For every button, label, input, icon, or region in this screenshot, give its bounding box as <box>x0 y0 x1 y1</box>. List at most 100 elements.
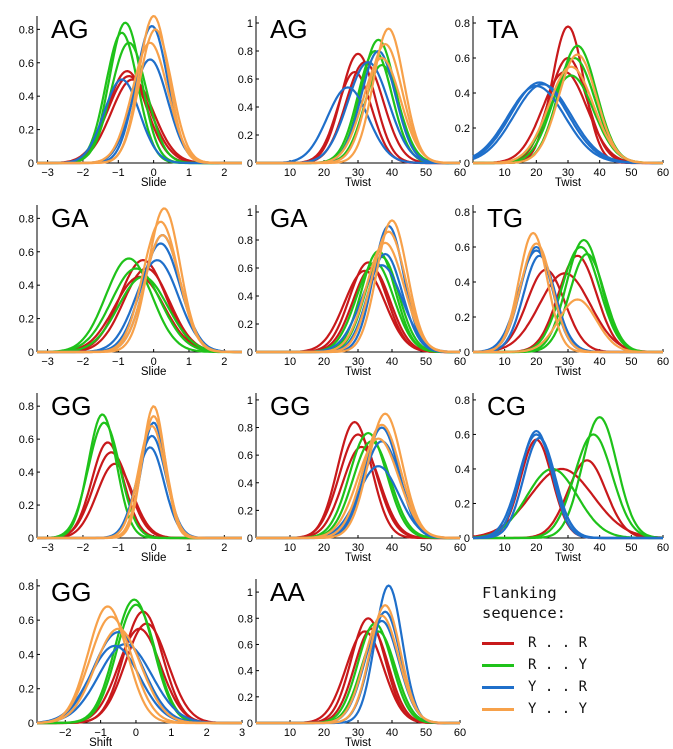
panel-label: AG <box>51 14 89 44</box>
x-tick-label: −2 <box>77 542 90 554</box>
x-axis-label: Slide <box>141 366 167 378</box>
x-tick-label: 40 <box>386 356 398 368</box>
y-tick-label: 0.4 <box>19 649 34 661</box>
density-curve-r-y <box>473 433 664 540</box>
y-tick-label: 0.4 <box>19 91 34 103</box>
legend-label-yy: Y . . Y <box>528 701 588 717</box>
x-tick-label: 30 <box>562 167 574 179</box>
y-tick-label: 0.6 <box>238 639 253 651</box>
y-tick-label: 0.8 <box>19 581 34 593</box>
x-tick-label: 30 <box>352 167 364 179</box>
legend-item-yy: Y . . Y <box>482 699 587 719</box>
y-tick-label: 0.4 <box>19 280 34 292</box>
x-axis-label: Slide <box>141 552 167 564</box>
y-tick-label: 0.8 <box>455 18 470 30</box>
y-tick-label: 0.2 <box>19 684 34 696</box>
density-curve-r-r <box>37 441 242 540</box>
x-tick-label: 1 <box>168 727 174 739</box>
x-tick-label: 40 <box>386 542 398 554</box>
legend: Flanking sequence: R . . R R . . Y Y . .… <box>482 583 662 723</box>
x-tick-label: 20 <box>318 167 330 179</box>
density-curve-y-r <box>256 610 460 725</box>
x-tick-label: 40 <box>386 727 398 739</box>
y-tick-label: 0.6 <box>19 58 34 70</box>
x-tick-label: 40 <box>594 542 606 554</box>
panel-label: GG <box>51 577 91 607</box>
x-axis-label: Twist <box>345 366 372 378</box>
x-tick-label: 60 <box>657 167 669 179</box>
density-curve-y-y <box>256 437 460 540</box>
x-tick-label: 50 <box>420 727 432 739</box>
density-curve-y-r <box>37 434 242 540</box>
density-curve-y-y <box>37 424 242 540</box>
density-curve-y-y <box>473 65 663 165</box>
panel-8: 10 20 30 40 50 60 0 0.2 0.4 0.6 0.8 1 GG Twist <box>238 391 466 564</box>
density-curve-r-y <box>256 630 460 725</box>
x-tick-label: 0 <box>151 356 157 368</box>
y-tick-label: 0.8 <box>19 213 34 225</box>
y-tick-label: 0.6 <box>238 263 253 275</box>
x-tick-label: 60 <box>454 727 466 739</box>
x-tick-label: −3 <box>41 542 54 554</box>
density-curve-y-y <box>37 41 242 165</box>
density-curve-r-r <box>473 25 663 165</box>
x-tick-label: 0 <box>151 167 157 179</box>
y-tick-label: 0.4 <box>238 102 253 114</box>
x-tick-label: 40 <box>594 167 606 179</box>
legend-swatch-ry <box>482 663 514 667</box>
x-tick-label: 50 <box>625 167 637 179</box>
density-curve-y-y <box>37 627 242 725</box>
y-tick-label: 0 <box>464 158 470 170</box>
density-curve-y-y <box>256 241 461 354</box>
x-tick-label: −1 <box>94 727 107 739</box>
y-tick-label: 0.4 <box>238 666 253 678</box>
x-tick-label: 40 <box>594 356 606 368</box>
density-curve-r-y <box>473 74 663 165</box>
y-tick-label: 0.6 <box>238 74 253 86</box>
y-tick-label: 0.2 <box>238 319 253 331</box>
y-tick-label: 0.8 <box>455 207 470 219</box>
y-tick-label: 0 <box>464 533 470 545</box>
x-tick-label: 60 <box>657 542 669 554</box>
panel-label: TA <box>487 14 519 44</box>
y-tick-label: 0.8 <box>238 613 253 625</box>
y-tick-label: 0.6 <box>19 434 34 446</box>
x-tick-label: 2 <box>221 356 227 368</box>
y-tick-label: 0.2 <box>455 123 470 135</box>
y-tick-label: 0.8 <box>238 46 253 58</box>
x-tick-label: 60 <box>657 356 669 368</box>
legend-title-line2: sequence: <box>482 604 566 622</box>
x-tick-label: −2 <box>77 356 90 368</box>
panel-label: TG <box>487 203 523 233</box>
y-tick-label: 0.4 <box>238 478 253 490</box>
density-curve-y-r <box>256 426 460 540</box>
density-curve-y-y <box>473 298 663 354</box>
y-tick-label: 0 <box>28 533 34 545</box>
x-tick-label: −1 <box>112 542 125 554</box>
y-tick-label: 0.6 <box>455 242 470 254</box>
x-tick-label: 10 <box>499 167 511 179</box>
density-curve-r-r <box>256 617 460 725</box>
y-tick-label: 0.4 <box>19 467 34 479</box>
x-axis-label: Slide <box>141 177 167 189</box>
x-axis-label: Shift <box>89 737 113 749</box>
y-tick-label: 0.8 <box>238 423 253 435</box>
x-tick-label: 50 <box>625 542 637 554</box>
legend-item-yr: Y . . R <box>482 677 587 697</box>
x-tick-label: 10 <box>499 356 511 368</box>
x-axis-label: Twist <box>555 366 582 378</box>
x-tick-label: 30 <box>562 356 574 368</box>
y-tick-label: 1 <box>247 18 253 30</box>
x-tick-label: −2 <box>77 167 90 179</box>
density-curve-r-r <box>473 70 663 165</box>
x-tick-label: 1 <box>186 356 192 368</box>
panel-7: −3 −2 −1 0 1 2 0 0.2 0.4 0.6 0.8 GG Slide <box>19 391 242 564</box>
y-tick-label: 0.8 <box>455 395 470 407</box>
panel-10: −2 −1 0 1 2 3 0 0.2 0.4 0.6 0.8 GG Shift <box>19 577 245 749</box>
panel-label: GA <box>270 203 308 233</box>
density-curve-y-y <box>256 423 460 540</box>
